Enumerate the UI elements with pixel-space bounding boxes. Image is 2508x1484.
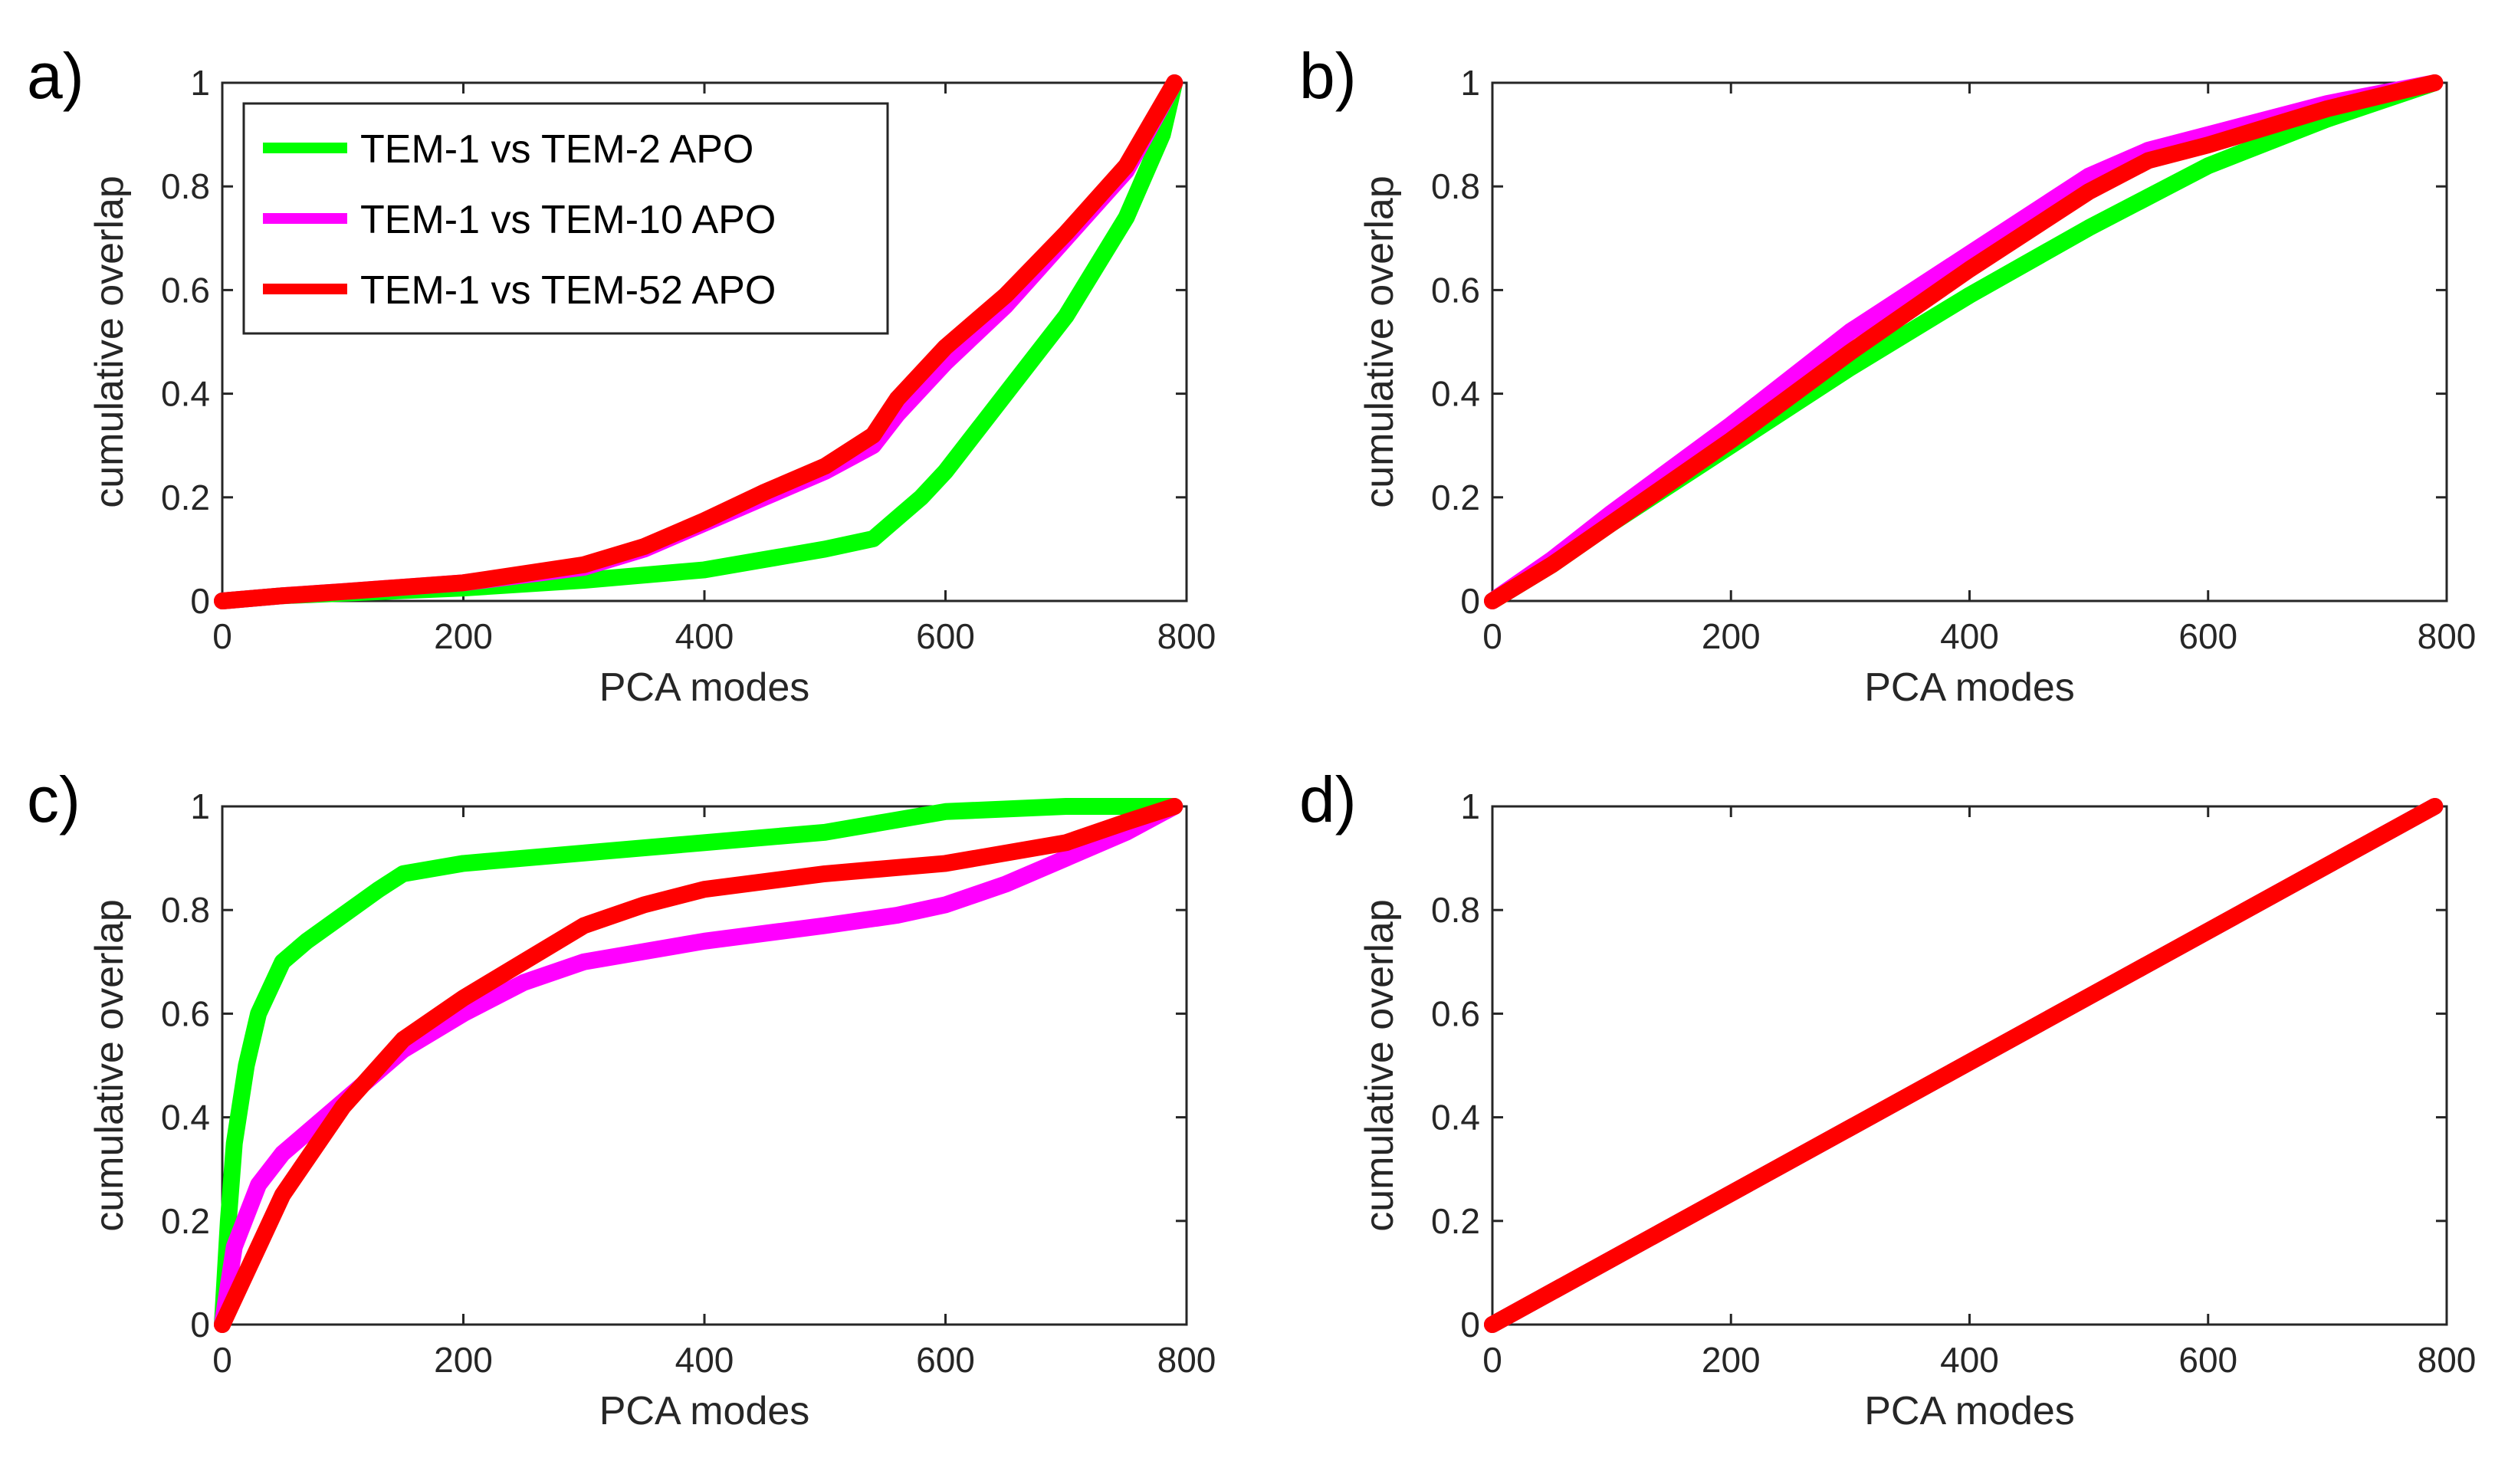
y-tick-label: 0.6 [161, 270, 210, 310]
x-tick-label: 0 [1482, 616, 1502, 656]
plot-area [1492, 806, 2434, 1325]
panel-label: c) [27, 763, 80, 836]
y-tick-label: 1 [190, 786, 210, 826]
x-tick-label: 800 [2418, 616, 2477, 656]
x-tick-label: 600 [916, 616, 975, 656]
y-axis-label: cumulative overlap [1357, 176, 1402, 508]
plot-area [222, 806, 1174, 1325]
y-tick-label: 0.8 [1431, 166, 1480, 206]
series-line-2 [1492, 83, 2434, 601]
panel-b: b) 0 200 400 600 800 0 0.2 0.4 0.6 0.8 1 PCA modes cu… [1299, 40, 2476, 710]
y-tick-label: 0 [190, 1305, 210, 1344]
y-axis-label: cumulative overlap [87, 176, 132, 508]
plot-area [1492, 83, 2434, 601]
x-tick-label: 0 [1482, 1340, 1502, 1380]
x-tick-label: 600 [916, 1340, 975, 1380]
x-tick-label: 800 [2418, 1340, 2477, 1380]
legend: TEM-1 vs TEM-2 APO TEM-1 vs TEM-10 APO TEM… [244, 103, 888, 333]
panel-label: d) [1299, 763, 1357, 836]
x-tick-label: 400 [675, 1340, 734, 1380]
y-tick-label: 0 [1460, 581, 1480, 621]
panel-c: c) 0 200 400 600 800 0 0.2 0.4 0.6 0.8 1 PCA modes cu… [27, 763, 1216, 1433]
axes-box [1492, 83, 2447, 601]
legend-label: TEM-1 vs TEM-10 APO [360, 198, 776, 242]
y-tick-label: 0 [190, 581, 210, 621]
x-tick-label: 600 [2178, 616, 2237, 656]
y-tick-label: 1 [1460, 63, 1480, 103]
x-tick-label: 800 [1157, 616, 1216, 656]
y-tick-label: 0.6 [1431, 270, 1480, 310]
legend-label: TEM-1 vs TEM-52 APO [360, 268, 776, 313]
panel-d: d) 0 200 400 600 800 0 0.2 0.4 0.6 0.8 1 PCA modes cu… [1299, 763, 2476, 1433]
x-tick-label: 0 [212, 1340, 232, 1380]
x-tick-label: 800 [1157, 1340, 1216, 1380]
y-tick-label: 0.2 [161, 478, 210, 517]
series-line-1 [1492, 83, 2434, 601]
x-axis-label: PCA modes [599, 665, 810, 710]
x-tick-label: 200 [1702, 616, 1761, 656]
x-tick-label: 0 [212, 616, 232, 656]
y-tick-label: 0.6 [1431, 993, 1480, 1033]
x-tick-label: 400 [1940, 616, 1999, 656]
panel-a: a) 0 200 400 600 800 0 0.2 0.4 0.6 0.8 1 PCA modes cu… [27, 40, 1216, 710]
y-tick-label: 0.2 [1431, 478, 1480, 517]
panel-label: a) [27, 40, 84, 112]
y-axis-label: cumulative overlap [87, 899, 132, 1232]
x-tick-label: 200 [1702, 1340, 1761, 1380]
x-tick-label: 200 [434, 1340, 493, 1380]
y-tick-label: 0.2 [1431, 1201, 1480, 1241]
y-tick-label: 0.4 [1431, 1098, 1480, 1138]
y-tick-label: 0.2 [161, 1201, 210, 1241]
x-axis-label: PCA modes [599, 1389, 810, 1433]
series-line-3 [222, 806, 1174, 1325]
x-axis-label: PCA modes [1864, 665, 2075, 710]
y-tick-label: 1 [1460, 786, 1480, 826]
y-tick-label: 1 [190, 63, 210, 103]
y-tick-label: 0.4 [161, 374, 210, 414]
x-tick-label: 600 [2178, 1340, 2237, 1380]
x-axis-label: PCA modes [1864, 1389, 2075, 1433]
y-tick-label: 0.8 [161, 890, 210, 930]
x-tick-label: 400 [1940, 1340, 1999, 1380]
y-tick-label: 0.4 [161, 1098, 210, 1138]
y-tick-label: 0.8 [1431, 890, 1480, 930]
series-line-3 [1492, 806, 2434, 1325]
legend-label: TEM-1 vs TEM-2 APO [360, 127, 753, 172]
y-tick-label: 0 [1460, 1305, 1480, 1344]
y-tick-label: 0.8 [161, 166, 210, 206]
panel-label: b) [1299, 40, 1357, 112]
x-tick-label: 200 [434, 616, 493, 656]
x-tick-label: 400 [675, 616, 734, 656]
y-tick-label: 0.4 [1431, 374, 1480, 414]
y-tick-label: 0.6 [161, 993, 210, 1033]
figure-canvas: a) 0 200 400 600 800 0 0.2 0.4 0.6 0.8 1 PCA modes cu… [0, 0, 2508, 1484]
y-axis-label: cumulative overlap [1357, 899, 1402, 1232]
series-line-3 [1492, 83, 2434, 601]
